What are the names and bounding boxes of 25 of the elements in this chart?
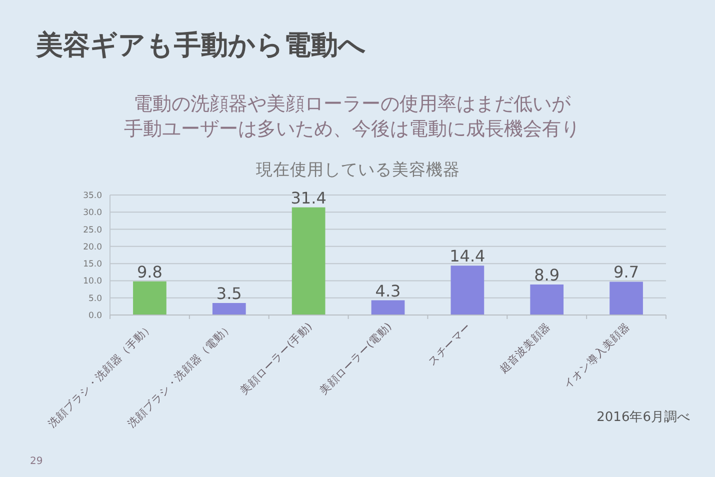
ytick: 15.0 xyxy=(83,260,102,270)
data-label: 31.4 xyxy=(290,188,326,208)
annotation: 29 xyxy=(30,456,43,467)
category: 美顔ローラー(電動) xyxy=(318,320,394,398)
data-label: 14.4 xyxy=(450,246,486,266)
ytick: 20.0 xyxy=(83,242,102,252)
category: 美顔ローラー(手動) xyxy=(238,320,315,398)
data-label: 9.7 xyxy=(614,262,639,282)
data-label: 4.3 xyxy=(375,281,401,300)
data-label: 8.9 xyxy=(534,265,560,284)
ytick: 5.0 xyxy=(88,294,102,304)
category: スチーマー xyxy=(426,320,474,368)
ytick: 25.0 xyxy=(83,225,102,236)
category: イオン導入美顔器 xyxy=(562,320,632,392)
category: 超音波美顔器 xyxy=(498,320,553,376)
annotation: 現在使用している美容機器 xyxy=(256,160,460,179)
ytick: 10.0 xyxy=(83,276,102,287)
ytick: 30.0 xyxy=(83,208,102,218)
data-label: 3.5 xyxy=(216,284,242,303)
title: 美容ギアも手動から電動へ xyxy=(36,30,366,61)
ytick: 0.0 xyxy=(88,311,102,321)
ytick: 35.0 xyxy=(83,191,102,201)
data-label: 9.8 xyxy=(137,262,162,282)
subtitle: 電動の洗顔器や美顔ローラーの使用率はまだ低いが手動ユーザーは多いため、今後は電動に成長機会有り xyxy=(124,93,580,140)
annotation: 2016年6月調べ xyxy=(596,410,690,425)
